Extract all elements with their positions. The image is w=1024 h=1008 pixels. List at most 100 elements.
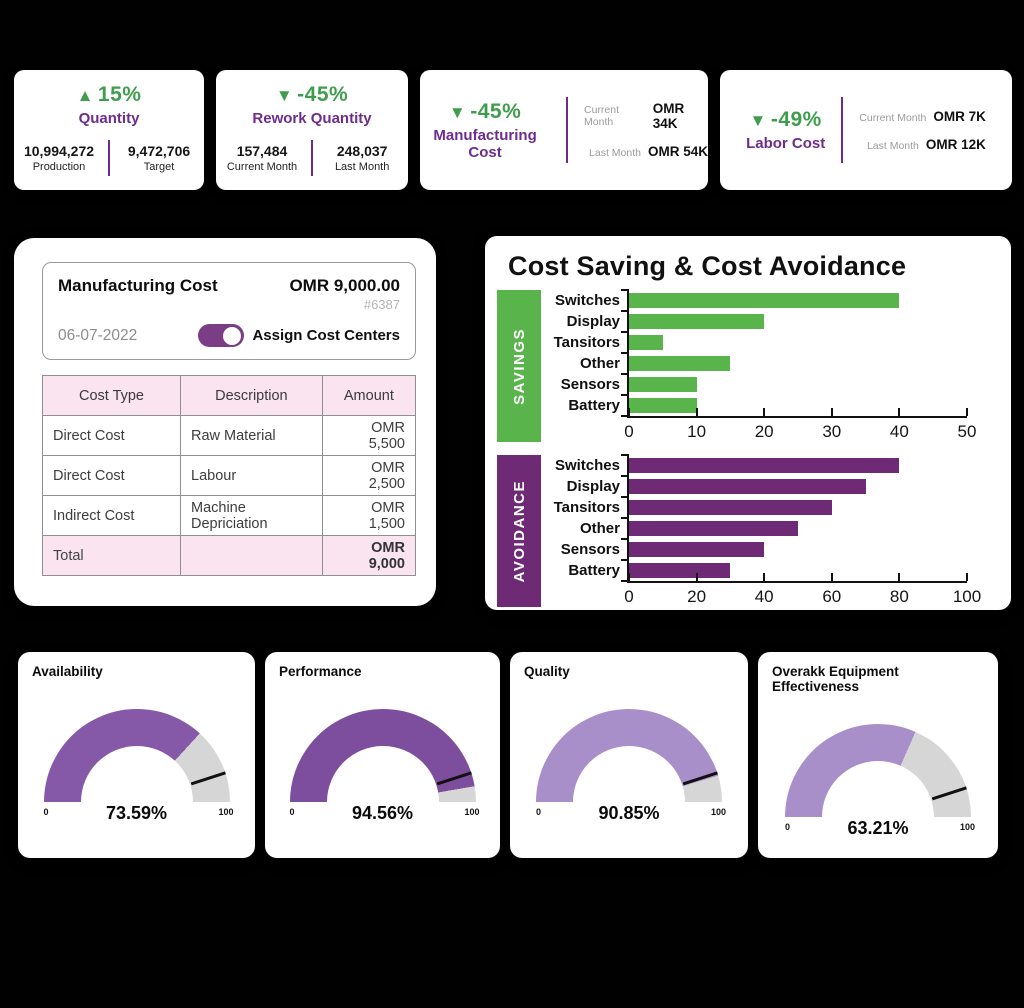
assign-cost-centers-toggle[interactable] — [198, 324, 245, 347]
kpi-row-item: Last Month OMR 12K — [866, 136, 986, 152]
chart-category-labels: Switches Display Tansitors Other Sensors Batt… — [541, 455, 627, 607]
kpi-card: ▲ 15% Quantity 10,994,272 Production 9,472,… — [14, 70, 204, 190]
cost-chart-title: Cost Saving & Cost Avoidance — [508, 251, 907, 281]
kpi-row-item: Last Month OMR 54K — [589, 144, 708, 159]
kpi-row-item: Current Month OMR 34K — [584, 101, 685, 131]
chart-group-label: SAVINGS — [510, 327, 528, 405]
kpi-percent: ▼ -49% — [749, 108, 822, 131]
cost-table-body: Direct Cost Raw Material OMR 5,500 Direct C… — [42, 415, 417, 576]
kpi-left: ▼ -49% Labor Cost — [746, 108, 825, 152]
category-label: Switches — [554, 457, 620, 474]
kpi-percent: ▲ 15% — [76, 83, 142, 106]
gauge-max-label: 100 — [218, 807, 234, 817]
gauge-max-label: 100 — [959, 822, 975, 832]
category-label: Sensors — [560, 541, 620, 558]
bar — [629, 377, 697, 392]
x-axis-tick-label: 40 — [889, 422, 909, 441]
x-axis-tick-label: 10 — [687, 422, 707, 441]
bar — [629, 356, 731, 371]
table-row: Indirect Cost Machine Depriciation OMR 1,5… — [42, 495, 417, 536]
gauge-card: Availability 0 100 73.59% — [18, 652, 255, 858]
x-axis-tick-label: 30 — [822, 422, 842, 441]
category-label: Other — [579, 355, 620, 372]
table-row: Direct Cost Labour OMR 2,500 — [42, 455, 417, 496]
savings-bar-chart: SAVINGS Switches Display Tansitors Other Sen… — [497, 289, 1011, 442]
kpi-card: ▼ -49% Labor Cost Current Month OMR 7K Last … — [720, 70, 1012, 190]
bar — [629, 293, 900, 308]
kpi-stat: 10,994,272 Production — [23, 143, 95, 173]
cost-table: Cost Type Description Amount Direct Cost Ra… — [42, 375, 417, 576]
x-axis-tick-label: 0 — [624, 422, 634, 441]
down-arrow-icon: ▼ — [448, 102, 467, 122]
category-label: Tansitors — [553, 499, 620, 516]
gauge-max-label: 100 — [710, 807, 726, 817]
category-label: Other — [579, 520, 620, 537]
gauge-card: Quality 0 100 90.85% — [510, 652, 748, 858]
gauge-value: 90.85% — [598, 803, 660, 823]
gauge-value: 94.56% — [351, 803, 414, 823]
table-header-cell: Cost Type — [42, 375, 181, 416]
gauge-min-label: 0 — [289, 807, 295, 817]
x-axis-tick-label: 50 — [957, 422, 977, 441]
divider — [311, 140, 314, 176]
bar — [629, 521, 798, 536]
bar — [629, 398, 697, 413]
invoice-header: Manufacturing Cost OMR 9,000.00 #6387 06… — [42, 262, 416, 360]
gauge-title: Overakk Equipment Effectiveness — [772, 664, 899, 694]
table-header-cell: Amount — [321, 375, 417, 416]
manufacturing-cost-invoice-card: Manufacturing Cost OMR 9,000.00 #6387 06… — [14, 238, 436, 606]
kpi-row-item: Current Month OMR 7K — [859, 108, 986, 124]
gauge-min-label: 0 — [43, 807, 49, 817]
category-label: Tansitors — [553, 334, 620, 351]
kpi-card: ▼ -45% Manufacturing Cost Current Month OMR… — [420, 70, 708, 190]
chart-category-labels: Switches Display Tansitors Other Sensors Batt… — [541, 290, 627, 442]
x-axis-tick-label: 80 — [889, 587, 909, 606]
chart-group-strip: AVOIDANCE — [497, 455, 541, 607]
bar — [629, 500, 832, 515]
divider — [108, 140, 111, 176]
kpi-rows: Current Month OMR 34K Last Month OMR 54K — [584, 101, 708, 159]
gauge-title: Performance — [279, 664, 362, 679]
category-label: Display — [566, 313, 620, 330]
gauge: 0 100 90.85% — [536, 709, 726, 823]
kpi-stat: 157,484 Current Month — [226, 143, 298, 173]
category-label: Sensors — [560, 376, 620, 393]
kpi-row: ▲ 15% Quantity 10,994,272 Production 9,472,… — [14, 70, 1012, 190]
chart-plot: 0 20 40 60 80 100 — [621, 454, 981, 606]
x-axis-tick-label: 0 — [624, 587, 634, 606]
kpi-stats: 157,484 Current Month 248,037 Last Month — [227, 140, 397, 176]
gauge-max-label: 100 — [464, 807, 480, 817]
gauge: 0 100 73.59% — [43, 709, 234, 823]
gauge-min-label: 0 — [785, 822, 791, 832]
kpi-percent: ▼ -45% — [275, 83, 349, 106]
gauge-min-label: 0 — [536, 807, 542, 817]
toggle-label: Assign Cost Centers — [252, 327, 400, 344]
cost-table-header: Cost Type Description Amount — [42, 375, 417, 416]
category-label: Battery — [568, 562, 620, 579]
invoice-ref-number: #6387 — [363, 297, 400, 312]
kpi-rows: Current Month OMR 7K Last Month OMR 12K — [859, 109, 986, 152]
invoice-total: OMR 9,000.00 — [289, 276, 400, 295]
kpi-stat: 248,037 Last Month — [334, 143, 390, 173]
chart-group-label: AVOIDANCE — [510, 479, 528, 583]
bar — [629, 563, 731, 578]
bar — [629, 542, 765, 557]
category-label: Battery — [568, 397, 620, 414]
bar — [629, 335, 663, 350]
gauge-title: Quality — [524, 664, 570, 679]
invoice-title: Manufacturing Cost — [58, 276, 218, 295]
bar — [629, 479, 866, 494]
down-arrow-icon: ▼ — [275, 86, 294, 105]
gauge: 0 100 94.56% — [289, 709, 480, 823]
x-axis-tick-label: 40 — [754, 587, 774, 606]
x-axis-tick-label: 60 — [822, 587, 842, 606]
gauge: 0 100 63.21% — [785, 724, 975, 838]
divider — [841, 97, 844, 163]
table-header-cell: Description — [180, 375, 323, 416]
gauge-row: Availability 0 100 73.59% Performance 0 … — [18, 652, 998, 858]
table-row: Direct Cost Raw Material OMR 5,500 — [42, 415, 417, 456]
x-axis-tick-label: 20 — [754, 422, 774, 441]
kpi-stat: 9,472,706 Target — [127, 143, 191, 173]
gauge-title: Availability — [32, 664, 103, 679]
gauge-card: Overakk Equipment Effectiveness 0 100 63… — [758, 652, 998, 858]
